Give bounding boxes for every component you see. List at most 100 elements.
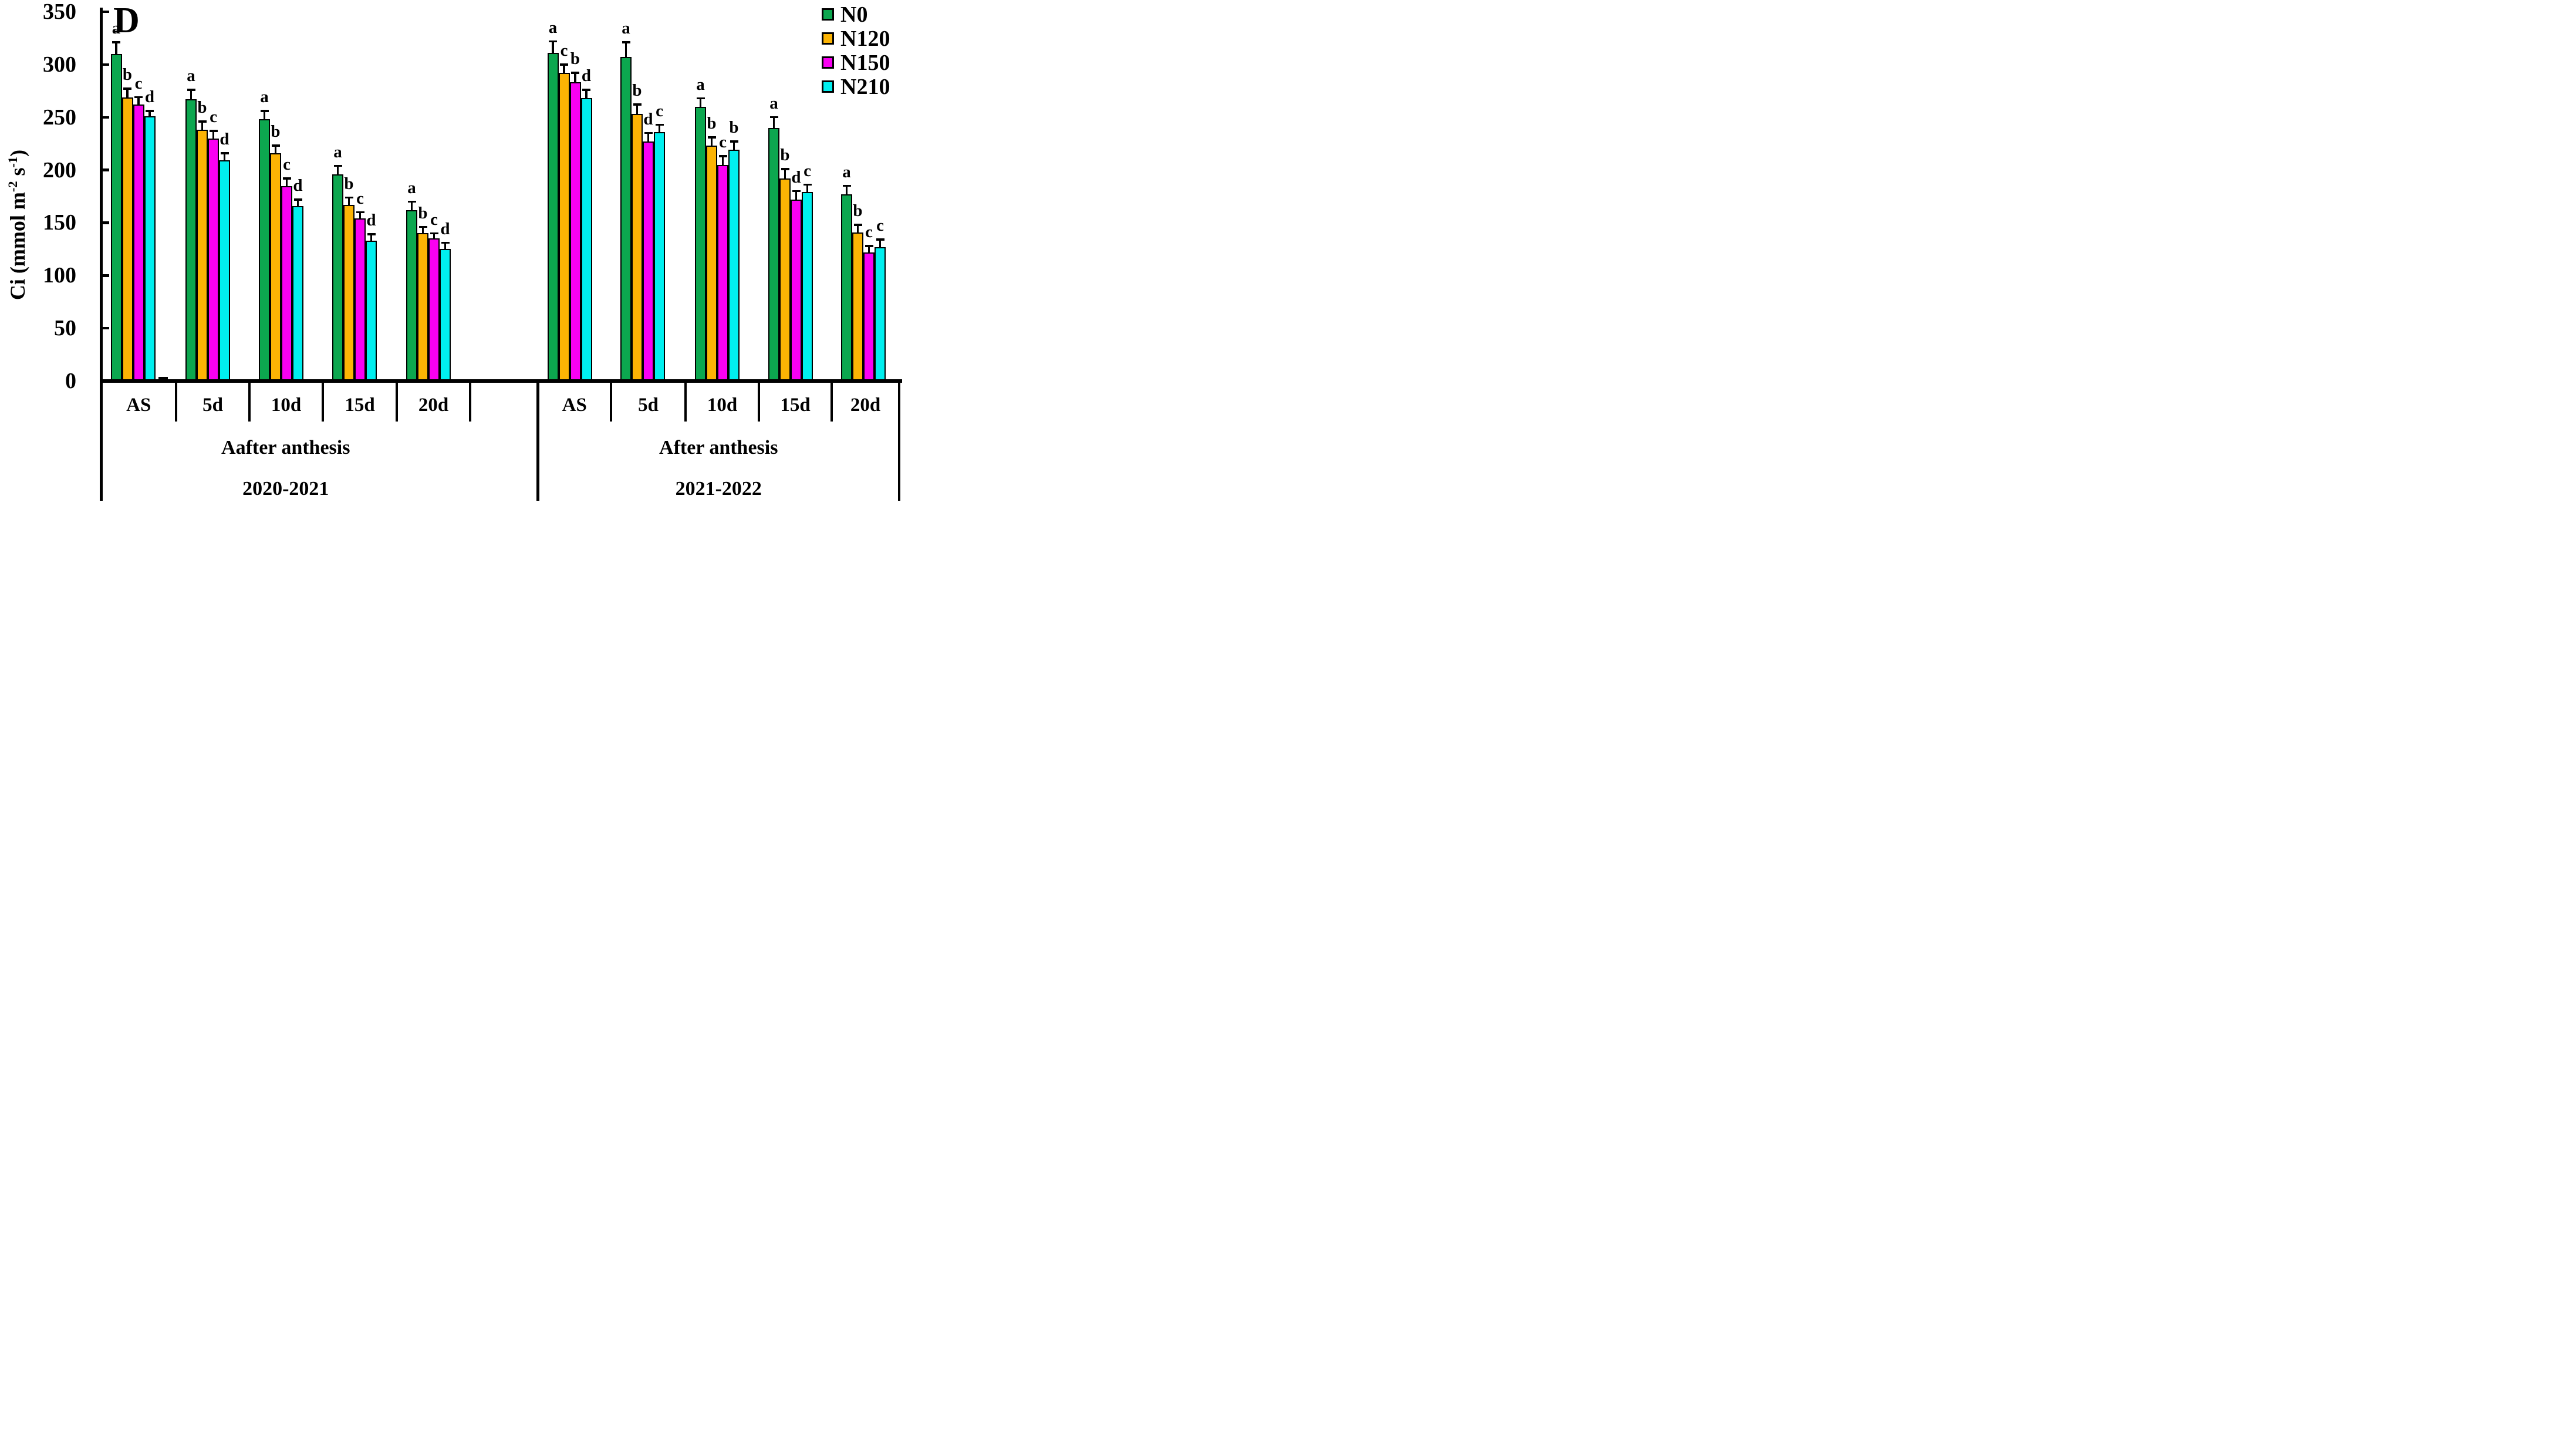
legend-label: N0 xyxy=(840,2,868,27)
significance-letter: b xyxy=(122,65,133,85)
legend-label: N150 xyxy=(840,50,890,75)
bar-n210 xyxy=(144,116,156,382)
error-bar-stem xyxy=(359,211,362,219)
error-bar-cap xyxy=(876,238,884,241)
bar-n150 xyxy=(208,138,219,382)
error-bar-cap xyxy=(134,96,143,99)
significance-letter: b xyxy=(418,203,428,222)
bar-n150 xyxy=(791,199,802,382)
legend-item: N120 xyxy=(822,26,904,51)
category-separator xyxy=(830,379,833,422)
significance-letter: c xyxy=(560,41,568,60)
significance-letter: c xyxy=(134,73,143,93)
error-bar-stem xyxy=(148,110,151,116)
error-bar-stem xyxy=(444,241,447,250)
significance-letter: c xyxy=(656,101,663,120)
category-separator xyxy=(609,379,613,422)
error-bar-cap xyxy=(560,63,568,66)
bar-n0 xyxy=(185,99,197,382)
bar-n210 xyxy=(366,240,377,382)
error-bar-stem xyxy=(190,89,193,100)
error-bar-stem xyxy=(856,224,859,232)
significance-letter: a xyxy=(696,75,705,94)
bar-n120 xyxy=(558,73,570,382)
significance-letter: b xyxy=(729,118,739,137)
error-bar-cap xyxy=(282,177,291,180)
category-label: AS xyxy=(562,395,587,416)
bar-n0 xyxy=(841,194,852,382)
error-bar-stem xyxy=(721,155,724,165)
bar-n0 xyxy=(768,127,779,382)
category-separator xyxy=(321,379,325,422)
significance-letter: a xyxy=(260,87,269,107)
significance-letter: b xyxy=(780,146,790,164)
category-label: 10d xyxy=(707,395,738,416)
error-bar-cap xyxy=(792,190,801,193)
error-bar-cap xyxy=(112,41,120,43)
figure-canvas: D Ci (mmol m-2 s-1) 0 50 100 150 200 250 300 35… xyxy=(0,0,907,511)
error-bar-stem xyxy=(574,72,576,83)
error-bar-stem xyxy=(699,97,702,107)
legend-item: N0 xyxy=(822,2,904,27)
category-separator xyxy=(248,379,251,422)
error-bar-cap xyxy=(123,87,131,90)
bar-n150 xyxy=(355,218,366,382)
bar-n0 xyxy=(620,57,632,382)
error-bar-stem xyxy=(433,232,435,239)
bar-n0 xyxy=(110,53,122,382)
category-separator xyxy=(684,379,687,422)
significance-letter: a xyxy=(769,93,778,113)
y-tick-label: 150 xyxy=(43,210,76,235)
error-bar-stem xyxy=(370,233,373,241)
error-bar-cap xyxy=(220,152,229,154)
category-separator xyxy=(395,379,399,422)
bar-n0 xyxy=(695,106,706,382)
error-bar-stem xyxy=(285,177,288,186)
legend-label: N120 xyxy=(840,26,890,51)
bar-n120 xyxy=(417,233,428,382)
bar-n120 xyxy=(632,114,643,382)
significance-letter: c xyxy=(356,188,364,208)
error-bar-stem xyxy=(274,144,277,153)
error-bar-stem xyxy=(126,87,129,97)
bar-n150 xyxy=(281,186,292,382)
category-label: AS xyxy=(126,395,151,416)
significance-letter: d xyxy=(144,87,155,107)
error-bar-stem xyxy=(201,120,204,130)
significance-letter: c xyxy=(803,161,811,180)
error-bar-stem xyxy=(223,152,226,161)
bar-n120 xyxy=(270,153,281,382)
period-label: After anthesis xyxy=(659,437,778,459)
error-bar-cap xyxy=(430,232,438,235)
legend-swatch xyxy=(822,80,834,93)
y-tick-label: 300 xyxy=(43,52,76,77)
y-axis-tick xyxy=(101,221,109,224)
significance-letter: d xyxy=(220,130,229,149)
significance-letter: b xyxy=(271,122,281,141)
error-bar-stem xyxy=(212,130,215,139)
legend-swatch xyxy=(822,56,834,69)
error-bar-stem xyxy=(563,63,565,73)
error-bar-cap xyxy=(655,123,664,126)
error-bar-stem xyxy=(585,89,588,99)
error-bar-stem xyxy=(115,41,117,54)
error-bar-stem xyxy=(296,198,299,206)
y-tick-label: 50 xyxy=(54,316,76,341)
bar-n150 xyxy=(428,238,440,382)
y-axis-line xyxy=(99,8,103,501)
significance-letter: c xyxy=(430,210,438,229)
bar-n210 xyxy=(875,247,886,382)
y-axis-tick xyxy=(101,10,109,14)
category-label: 10d xyxy=(271,395,302,416)
panel-boundary-line xyxy=(897,379,901,501)
y-axis-tick xyxy=(101,274,109,277)
error-bar-cap xyxy=(769,116,778,119)
category-separator xyxy=(174,379,178,422)
baseline-artifact-mark xyxy=(158,377,168,382)
significance-letter: d xyxy=(293,176,303,195)
error-bar-stem xyxy=(845,184,848,194)
legend-swatch xyxy=(822,32,834,45)
bar-n210 xyxy=(580,98,592,382)
season-label: 2020-2021 xyxy=(242,478,329,500)
panel-letter: D xyxy=(113,1,140,41)
